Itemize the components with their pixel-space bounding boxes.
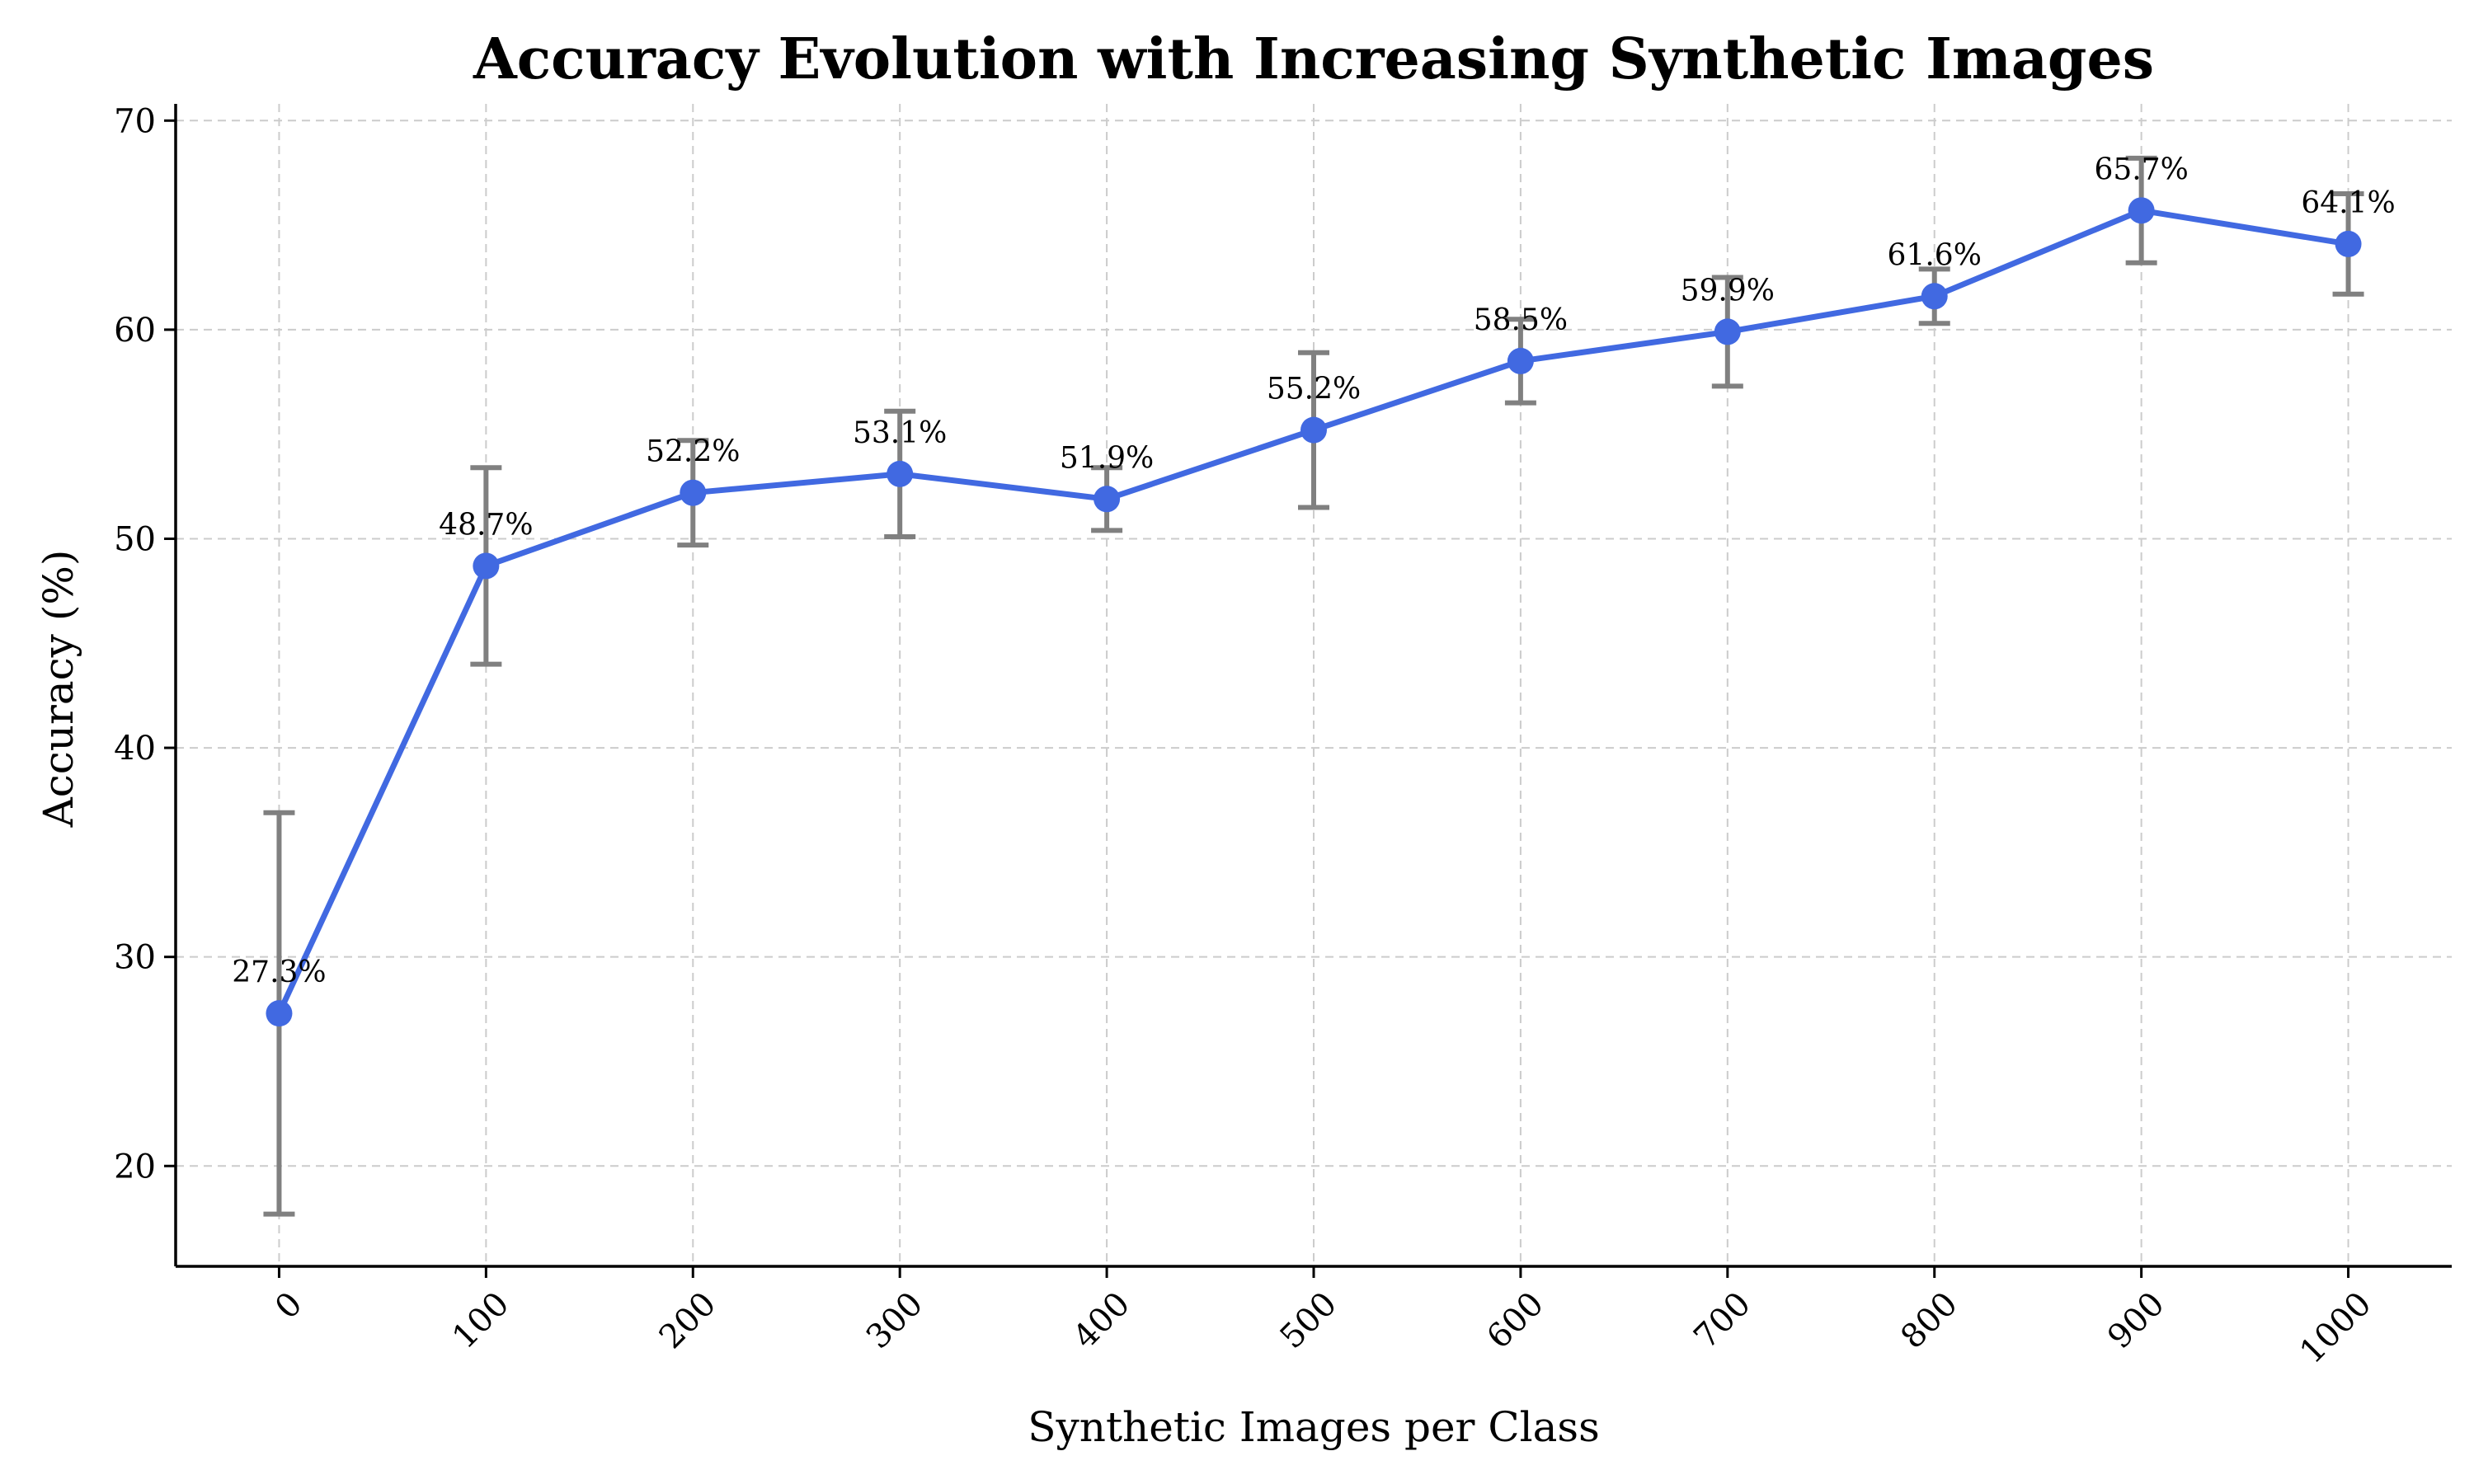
data-label: 61.6% [1888,238,1982,272]
y-tick-label: 40 [114,730,156,768]
x-tick-label: 800 [1893,1285,1965,1357]
x-tick-label: 500 [1273,1285,1345,1357]
x-tick-label: 300 [859,1285,931,1357]
x-tick-label: 600 [1479,1285,1551,1357]
data-label: 53.1% [853,416,947,450]
x-axis-ticks: 0 100 200 300 400 500 600 700 800 900 1000 [268,1266,2379,1371]
y-tick-label: 20 [114,1148,156,1186]
x-axis-label: Synthetic Images per Class [1028,1403,1599,1451]
data-point [1507,347,1534,374]
data-point [1921,283,1948,310]
x-tick-label: 0 [268,1285,310,1327]
data-labels: 27.3% 48.7% 52.2% 53.1% 51.9% 55.2% 58.5% 59.9%… [232,153,2395,989]
data-label: 55.2% [1267,373,1361,406]
data-label: 52.2% [646,435,740,469]
data-point [1300,416,1327,444]
data-point [2128,197,2155,224]
x-tick-label: 1000 [2293,1285,2379,1372]
data-label: 64.1% [2301,186,2395,220]
data-label: 48.7% [439,508,533,542]
data-label: 58.5% [1474,303,1568,337]
data-label: 65.7% [2094,153,2188,186]
data-point [2335,230,2362,257]
chart-title: Accuracy Evolution with Increasing Synth… [473,26,2154,92]
data-label: 59.9% [1681,274,1775,308]
data-label: 27.3% [232,956,326,989]
data-point [680,479,707,506]
x-tick-label: 900 [2100,1285,2172,1357]
x-tick-label: 200 [652,1285,724,1357]
y-tick-label: 60 [114,312,156,350]
data-point [887,460,914,487]
y-tick-label: 70 [114,102,156,140]
x-tick-label: 400 [1066,1285,1138,1357]
data-point [1094,486,1121,513]
data-label: 51.9% [1060,441,1154,475]
grid [176,104,2452,1266]
y-tick-label: 30 [114,939,156,977]
x-tick-label: 100 [445,1285,517,1357]
data-point [266,1000,293,1027]
data-point [1714,318,1741,345]
x-tick-label: 700 [1686,1285,1758,1357]
data-points [266,197,2362,1027]
data-point [473,552,500,580]
y-axis-label: Accuracy (%) [35,550,82,829]
y-tick-label: 50 [114,520,156,558]
y-axis-ticks: 20 30 40 50 60 70 [114,102,176,1186]
